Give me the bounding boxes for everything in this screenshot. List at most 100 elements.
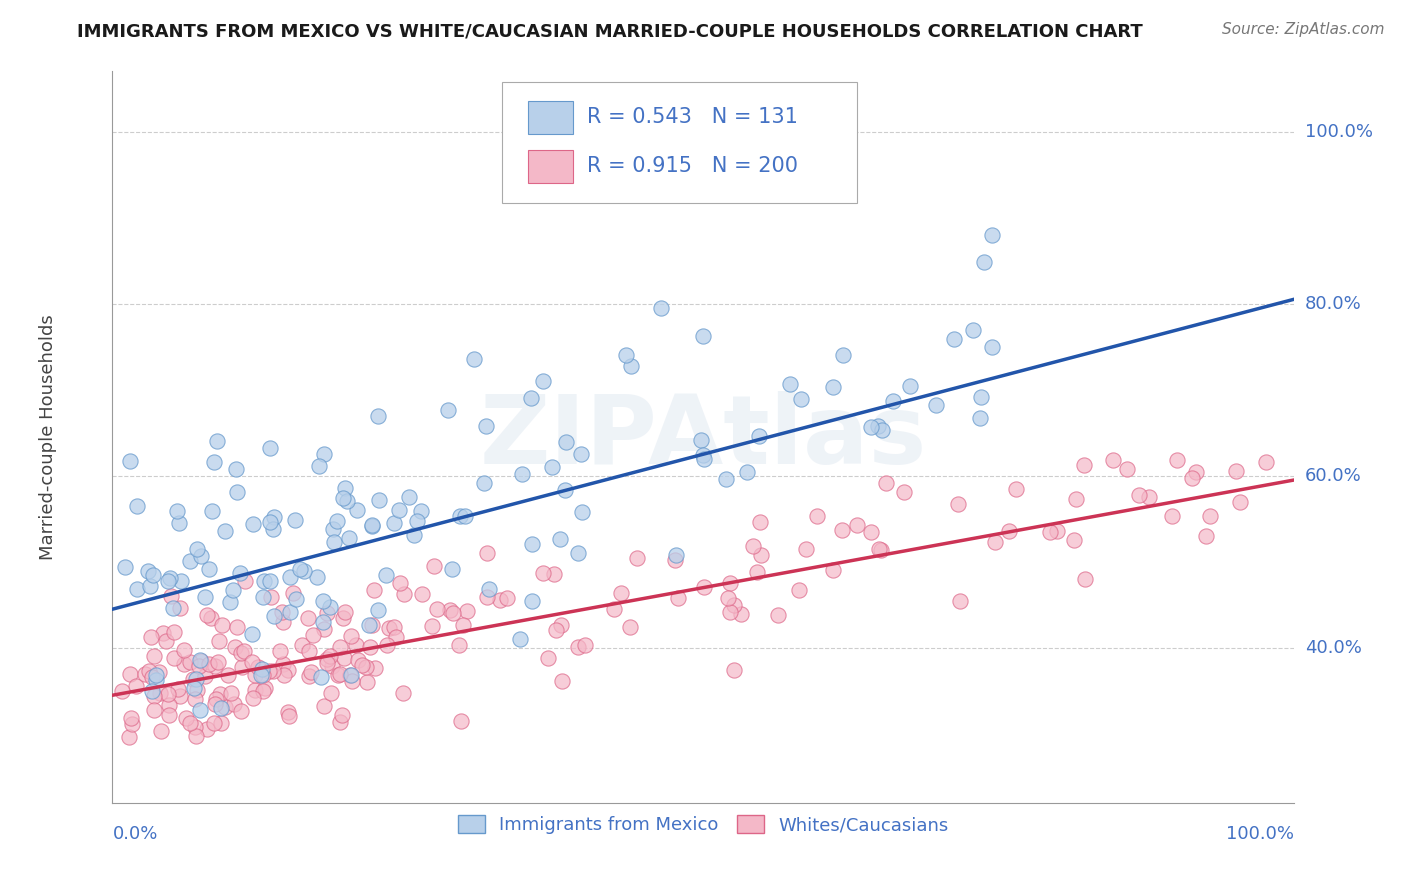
Point (554, 483, 576, 497)
Point (311, 594, 333, 608)
Point (870, 423, 893, 437)
Point (868, 542, 890, 557)
Point (240, 626, 263, 640)
Point (259, 574, 281, 588)
Point (340, 668, 363, 682)
Point (664, 549, 686, 563)
Point (626, 551, 648, 566)
Point (548, 532, 571, 546)
Point (537, 650, 560, 665)
Point (339, 668, 361, 682)
Point (520, 537, 543, 551)
Point (375, 568, 398, 582)
Point (226, 620, 249, 634)
Point (231, 660, 253, 674)
Point (125, 582, 148, 596)
Point (319, 648, 342, 663)
Point (1063, 533, 1085, 547)
Point (302, 628, 325, 642)
Point (253, 681, 276, 696)
Point (426, 602, 449, 616)
Point (352, 658, 374, 673)
Point (716, 471, 738, 485)
Point (340, 673, 363, 688)
Point (329, 666, 352, 681)
Point (567, 546, 589, 560)
Point (614, 348, 637, 362)
Point (263, 509, 285, 524)
Point (170, 574, 193, 588)
Point (340, 629, 363, 643)
Point (321, 658, 343, 673)
Point (790, 392, 813, 406)
Point (335, 605, 357, 619)
Point (194, 591, 217, 605)
Point (262, 522, 284, 536)
Point (367, 493, 389, 508)
Point (142, 648, 165, 663)
Point (1073, 458, 1095, 472)
Point (1166, 453, 1188, 467)
Point (259, 664, 281, 678)
Point (1225, 464, 1247, 478)
Point (179, 554, 201, 568)
Point (188, 703, 211, 717)
Point (868, 418, 890, 433)
Point (167, 682, 190, 697)
Point (946, 497, 969, 511)
Point (550, 618, 572, 632)
Point (1073, 572, 1095, 586)
Point (787, 583, 810, 598)
Point (1038, 525, 1060, 540)
Point (402, 527, 425, 541)
Point (316, 607, 339, 621)
Point (692, 329, 714, 343)
Point (363, 661, 385, 675)
Point (531, 375, 554, 389)
Point (541, 459, 564, 474)
Point (202, 716, 225, 731)
Point (392, 686, 415, 700)
Point (209, 688, 232, 702)
Point (420, 619, 443, 633)
Point (209, 701, 232, 715)
Point (176, 711, 198, 725)
Point (735, 465, 758, 479)
Point (1137, 490, 1160, 504)
Point (163, 625, 186, 640)
Point (186, 542, 208, 557)
Point (441, 562, 464, 576)
Point (316, 651, 339, 665)
Point (284, 591, 307, 606)
Point (162, 600, 184, 615)
Point (271, 605, 294, 619)
Point (509, 632, 531, 647)
Text: Source: ZipAtlas.com: Source: ZipAtlas.com (1222, 22, 1385, 37)
Point (330, 708, 353, 723)
Point (475, 418, 498, 433)
Point (155, 633, 177, 648)
Point (406, 514, 429, 528)
Point (1254, 455, 1277, 469)
Point (145, 668, 167, 682)
Point (211, 617, 233, 632)
Point (447, 638, 470, 652)
Point (173, 657, 195, 671)
Point (845, 518, 868, 533)
Point (240, 655, 263, 669)
Point (329, 714, 352, 729)
Point (308, 458, 330, 473)
Point (437, 403, 460, 417)
Point (184, 672, 207, 686)
Point (276, 705, 298, 719)
Point (1199, 509, 1222, 524)
Point (259, 515, 281, 529)
Point (166, 504, 188, 518)
Point (183, 692, 205, 706)
Text: 100.0%: 100.0% (1305, 122, 1372, 141)
Point (329, 640, 352, 655)
Point (314, 698, 336, 713)
Point (141, 670, 163, 684)
Point (292, 564, 315, 578)
Point (325, 514, 347, 528)
